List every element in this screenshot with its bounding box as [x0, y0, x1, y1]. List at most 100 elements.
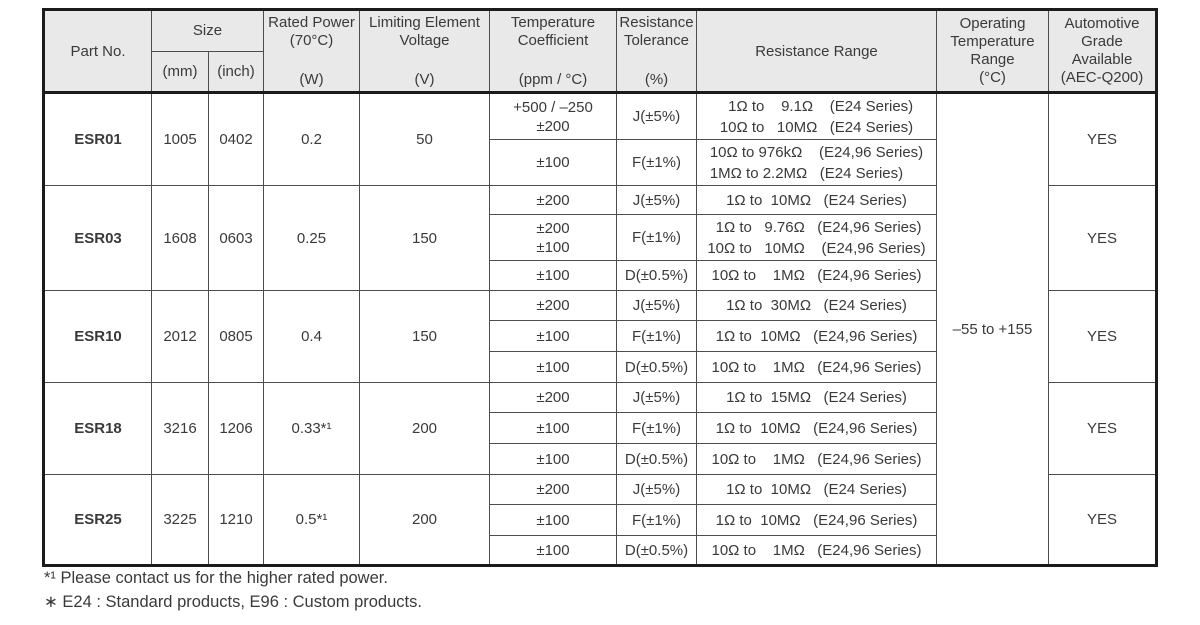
size-mm-cell: 3216 [151, 382, 209, 475]
temp-coefficient-cell: ±100 [489, 443, 617, 475]
temp-coefficient-cell: ±100 [489, 504, 617, 536]
temp-coefficient-cell: ±100 [489, 260, 617, 291]
rated-power-cell: 0.4 [263, 290, 360, 383]
size-inch-cell: 0603 [208, 185, 264, 291]
table-header: Part No. Size Rated Power (70°C) (W) Lim… [43, 9, 1157, 93]
size-mm-cell: 2012 [151, 290, 209, 383]
footnotes: *¹ Please contact us for the higher rate… [44, 566, 422, 614]
voltage-cell: 150 [359, 185, 490, 291]
temp-coefficient-cell: ±200 [489, 290, 617, 321]
tolerance-cell: D(±0.5%) [616, 535, 697, 566]
tolerance-cell: F(±1%) [616, 504, 697, 536]
temp-coefficient-cell: +500 / –250 ±200 [489, 91, 617, 140]
header-resistance-tolerance: Resistance Tolerance (%) [616, 9, 697, 93]
temp-coefficient-cell: ±200 ±100 [489, 214, 617, 261]
resistor-spec-table: Part No. Size Rated Power (70°C) (W) Lim… [42, 8, 1158, 567]
table-row: ±200 ±100 F(±1%) 1Ω to 9.76Ω (E24,96 Ser… [44, 214, 1157, 261]
resistance-range-cell: 1Ω to 10MΩ (E24,96 Series) [696, 504, 937, 536]
header-limiting-voltage: Limiting Element Voltage (V) [359, 9, 490, 93]
resistance-range-cell: 1Ω to 10MΩ (E24 Series) [696, 474, 937, 505]
resistance-range-cell: 10Ω to 1MΩ (E24,96 Series) [696, 260, 937, 291]
resistance-range-cell: 10Ω to 976kΩ (E24,96 Series) 1MΩ to 2.2M… [696, 139, 937, 186]
table-row: ±100 F(±1%) 1Ω to 10MΩ (E24,96 Series) [44, 504, 1157, 536]
tolerance-cell: D(±0.5%) [616, 443, 697, 475]
tolerance-cell: J(±5%) [616, 91, 697, 140]
resistance-range-cell: 1Ω to 10MΩ (E24 Series) [696, 185, 937, 215]
table-row: ESR18 3216 1206 0.33*¹ 200 ±200 J(±5%) 1… [43, 382, 1157, 475]
rated-power-cell: 0.33*¹ [263, 382, 360, 475]
resistance-range-cell: 1Ω to 9.76Ω (E24,96 Series) 10Ω to 10MΩ … [696, 214, 937, 261]
resistance-range-cell: 10Ω to 1MΩ (E24,96 Series) [696, 351, 937, 383]
table-row: ESR25 3225 1210 0.5*¹ 200 ±200 J(±5%) 1Ω… [43, 474, 1157, 566]
tolerance-cell: J(±5%) [616, 474, 697, 505]
automotive-grade-cell: YES [1048, 185, 1157, 291]
resistance-range-cell: 10Ω to 1MΩ (E24,96 Series) [696, 443, 937, 475]
header-tolerance-unit: (%) [644, 71, 669, 88]
temp-coefficient-cell: ±100 [489, 139, 617, 186]
size-inch-cell: 1210 [208, 474, 264, 566]
temp-coefficient-cell: ±200 [489, 185, 617, 215]
tolerance-cell: D(±0.5%) [616, 260, 697, 291]
part-number-cell: ESR18 [43, 382, 152, 475]
tolerance-cell: J(±5%) [616, 290, 697, 321]
automotive-grade-cell: YES [1048, 91, 1157, 186]
resistance-range-cell: 10Ω to 1MΩ (E24,96 Series) [696, 535, 937, 566]
header-rated-power-unit: (W) [299, 71, 324, 88]
rated-power-cell: 0.2 [263, 91, 360, 186]
rated-power-cell: 0.5*¹ [263, 474, 360, 566]
size-mm-cell: 1608 [151, 185, 209, 291]
voltage-cell: 150 [359, 290, 490, 383]
footnote-rated-power: *¹ Please contact us for the higher rate… [44, 569, 388, 587]
tolerance-cell: J(±5%) [616, 185, 697, 215]
table-row: ±100 D(±0.5%) 10Ω to 1MΩ (E24,96 Series) [44, 535, 1157, 566]
rated-power-cell: 0.25 [263, 185, 360, 291]
tolerance-cell: F(±1%) [616, 214, 697, 261]
header-automotive-grade: Automotive Grade Available (AEC-Q200) [1048, 9, 1157, 93]
temp-coefficient-cell: ±200 [489, 474, 617, 505]
header-size: Size [151, 9, 264, 52]
header-size-mm: (mm) [151, 50, 209, 93]
part-number-cell: ESR25 [43, 474, 152, 566]
header-size-inch: (inch) [208, 50, 264, 93]
voltage-cell: 200 [359, 474, 490, 566]
size-mm-cell: 3225 [151, 474, 209, 566]
automotive-grade-cell: YES [1048, 474, 1157, 566]
automotive-grade-cell: YES [1048, 290, 1157, 383]
resistance-range-cell: 1Ω to 30MΩ (E24 Series) [696, 290, 937, 321]
part-number-cell: ESR03 [43, 185, 152, 291]
size-mm-cell: 1005 [151, 91, 209, 186]
table-row: ±100 D(±0.5%) 10Ω to 1MΩ (E24,96 Series) [44, 260, 1157, 291]
part-number-cell: ESR01 [43, 91, 152, 186]
header-temp-coefficient: Temperature Coefficient (ppm / °C) [489, 9, 617, 93]
table-row: ESR03 1608 0603 0.25 150 ±200 J(±5%) 1Ω … [43, 185, 1157, 291]
footnote-series: ∗ E24 : Standard products, E96 : Custom … [44, 593, 422, 611]
temp-coefficient-cell: ±100 [489, 535, 617, 566]
temp-coefficient-cell: ±100 [489, 351, 617, 383]
size-inch-cell: 0805 [208, 290, 264, 383]
temp-coefficient-cell: ±200 [489, 382, 617, 413]
resistance-range-cell: 1Ω to 10MΩ (E24,96 Series) [696, 412, 937, 444]
tolerance-cell: J(±5%) [616, 382, 697, 413]
automotive-grade-cell: YES [1048, 382, 1157, 475]
header-resistance-range: Resistance Range [696, 9, 937, 93]
resistance-range-cell: 1Ω to 10MΩ (E24,96 Series) [696, 320, 937, 352]
resistance-range-cell: 1Ω to 9.1Ω (E24 Series) 10Ω to 10MΩ (E24… [696, 91, 937, 140]
table-row: ±100 F(±1%) 10Ω to 976kΩ (E24,96 Series)… [44, 139, 1157, 186]
size-inch-cell: 1206 [208, 382, 264, 475]
temp-coefficient-cell: ±100 [489, 320, 617, 352]
tolerance-cell: F(±1%) [616, 139, 697, 186]
tolerance-cell: D(±0.5%) [616, 351, 697, 383]
voltage-cell: 200 [359, 382, 490, 475]
header-part-no: Part No. [43, 9, 152, 93]
resistance-range-cell: 1Ω to 15MΩ (E24 Series) [696, 382, 937, 413]
header-voltage-unit: (V) [414, 71, 435, 88]
header-temp-coeff-unit: (ppm / °C) [518, 71, 588, 88]
part-number-cell: ESR10 [43, 290, 152, 383]
tolerance-cell: F(±1%) [616, 320, 697, 352]
header-rated-power: Rated Power (70°C) (W) [263, 9, 360, 93]
table-row: ESR01 1005 0402 0.2 50 +500 / –250 ±200 … [43, 91, 1157, 566]
temp-coefficient-cell: ±100 [489, 412, 617, 444]
size-inch-cell: 0402 [208, 91, 264, 186]
voltage-cell: 50 [359, 91, 490, 186]
